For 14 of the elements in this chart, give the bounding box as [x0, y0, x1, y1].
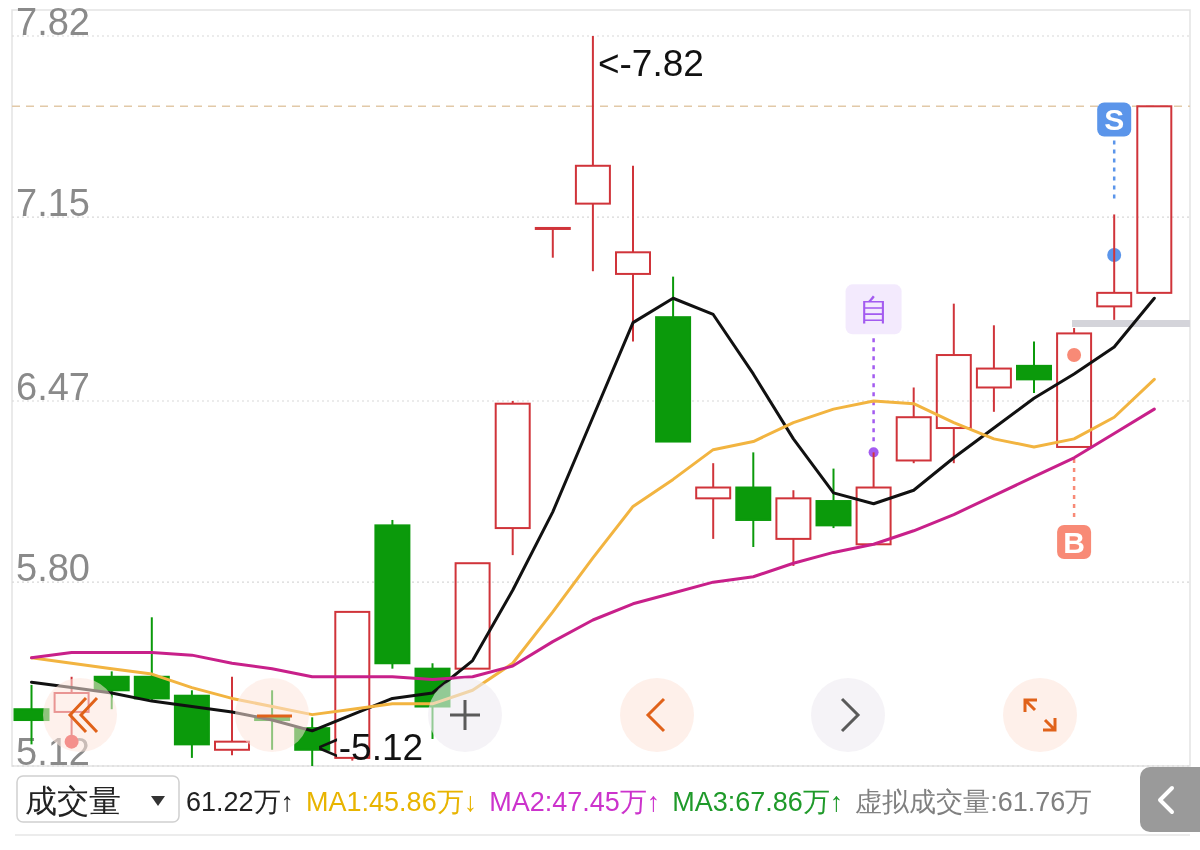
text: MA2:47.45万↑: [489, 787, 661, 817]
text: S: [1104, 103, 1125, 137]
y-tick-label: 5.80: [16, 547, 90, 590]
annotation: <-7.82: [597, 43, 704, 85]
text: 成交量: [25, 783, 121, 819]
text: 61.22万↑: [186, 787, 295, 817]
y-tick-label: 7.82: [16, 1, 90, 43]
legend-label: B: [1063, 525, 1085, 559]
text: MA3:67.86万↑: [672, 787, 844, 817]
text: 虚拟成交量:61.76万: [855, 787, 1093, 817]
y-tick-label: 6.47: [16, 366, 90, 408]
text: MA1:45.86万↓: [306, 787, 478, 817]
text: 自: [858, 293, 889, 327]
y-tick-label: 7.15: [16, 182, 90, 225]
